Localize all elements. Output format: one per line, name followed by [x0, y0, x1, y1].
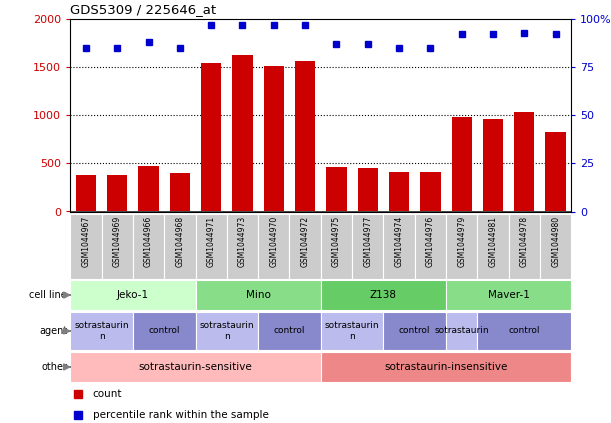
Bar: [70, 280, 196, 310]
Text: control: control: [508, 327, 540, 335]
Bar: [164, 214, 196, 279]
Text: GSM1044966: GSM1044966: [144, 216, 153, 267]
Bar: [70, 312, 133, 350]
Text: control: control: [274, 327, 306, 335]
Bar: [201, 63, 221, 211]
Bar: [446, 280, 571, 310]
Bar: [321, 280, 446, 310]
Bar: [76, 175, 96, 212]
Text: GSM1044970: GSM1044970: [269, 216, 278, 267]
Text: GSM1044980: GSM1044980: [551, 216, 560, 267]
Bar: [196, 312, 258, 350]
Bar: [452, 117, 472, 212]
Text: control: control: [148, 327, 180, 335]
Bar: [133, 312, 196, 350]
Bar: [415, 214, 446, 279]
Bar: [446, 312, 477, 350]
Text: Maver-1: Maver-1: [488, 290, 530, 300]
Text: sotrastaurin
n: sotrastaurin n: [325, 321, 379, 341]
Bar: [196, 280, 321, 310]
Bar: [540, 214, 571, 279]
Bar: [321, 352, 571, 382]
Bar: [321, 214, 352, 279]
Bar: [101, 214, 133, 279]
Bar: [352, 214, 384, 279]
Bar: [321, 312, 384, 350]
Bar: [227, 214, 258, 279]
Bar: [258, 312, 321, 350]
Text: GSM1044973: GSM1044973: [238, 216, 247, 267]
Bar: [477, 312, 571, 350]
Text: agent: agent: [39, 326, 67, 336]
Bar: [384, 214, 415, 279]
Text: Mino: Mino: [246, 290, 271, 300]
Bar: [107, 176, 128, 212]
Text: GSM1044978: GSM1044978: [520, 216, 529, 267]
Text: GSM1044969: GSM1044969: [113, 216, 122, 267]
Text: cell line: cell line: [29, 290, 67, 300]
Bar: [133, 214, 164, 279]
Text: GSM1044972: GSM1044972: [301, 216, 310, 267]
Bar: [509, 214, 540, 279]
Bar: [170, 173, 190, 212]
Bar: [70, 352, 321, 382]
Bar: [477, 214, 509, 279]
Text: Jeko-1: Jeko-1: [117, 290, 149, 300]
Bar: [546, 132, 566, 212]
Text: control: control: [399, 327, 431, 335]
Bar: [483, 119, 503, 212]
Bar: [326, 167, 346, 212]
Text: sotrastaurin-sensitive: sotrastaurin-sensitive: [139, 362, 252, 372]
Text: GSM1044979: GSM1044979: [457, 216, 466, 267]
Text: GSM1044975: GSM1044975: [332, 216, 341, 267]
Text: percentile rank within the sample: percentile rank within the sample: [93, 410, 269, 420]
Text: sotrastaurin
n: sotrastaurin n: [75, 321, 129, 341]
Bar: [357, 168, 378, 212]
Bar: [514, 113, 535, 212]
Bar: [290, 214, 321, 279]
Text: sotrastaurin
n: sotrastaurin n: [200, 321, 254, 341]
Text: other: other: [41, 362, 67, 372]
Text: Z138: Z138: [370, 290, 397, 300]
Text: GSM1044974: GSM1044974: [395, 216, 403, 267]
Bar: [232, 55, 253, 212]
Text: GSM1044981: GSM1044981: [489, 216, 497, 266]
Bar: [196, 214, 227, 279]
Text: GSM1044968: GSM1044968: [175, 216, 185, 267]
Bar: [446, 214, 477, 279]
Bar: [389, 172, 409, 212]
Text: sotrastaurin: sotrastaurin: [434, 327, 489, 335]
Bar: [420, 172, 441, 212]
Text: GSM1044971: GSM1044971: [207, 216, 216, 267]
Bar: [258, 214, 290, 279]
Bar: [138, 166, 159, 212]
Text: GDS5309 / 225646_at: GDS5309 / 225646_at: [70, 3, 216, 16]
Bar: [263, 66, 284, 212]
Bar: [295, 61, 315, 212]
Bar: [70, 214, 101, 279]
Bar: [384, 312, 446, 350]
Text: count: count: [93, 389, 122, 399]
Text: GSM1044967: GSM1044967: [81, 216, 90, 267]
Text: sotrastaurin-insensitive: sotrastaurin-insensitive: [384, 362, 508, 372]
Text: GSM1044977: GSM1044977: [364, 216, 372, 267]
Text: GSM1044976: GSM1044976: [426, 216, 435, 267]
